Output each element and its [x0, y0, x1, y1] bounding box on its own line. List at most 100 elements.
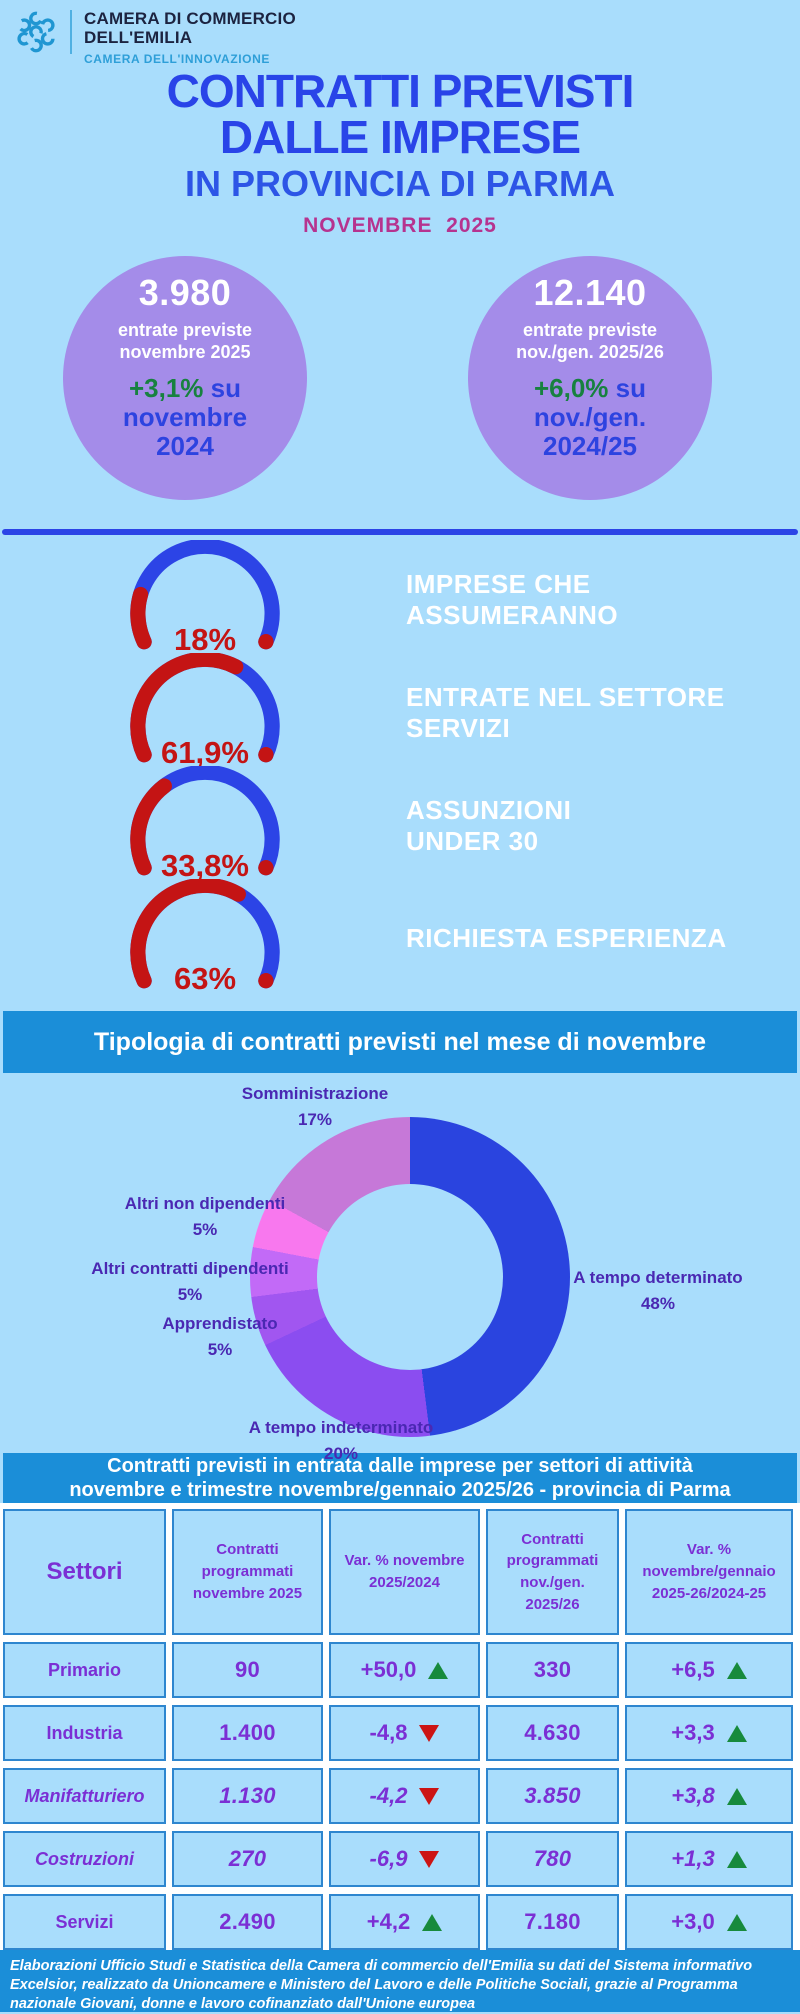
var-november: -6,9 — [329, 1831, 480, 1887]
pie-label-name: Altri contratti dipendenti — [91, 1259, 289, 1278]
page-title: CONTRATTI PREVISTI DALLE IMPRESE — [166, 65, 635, 163]
trend-arrow-icon — [419, 1850, 440, 1868]
contracts-november: 1.130 — [172, 1768, 323, 1824]
sector-name: Industria — [3, 1705, 166, 1761]
gauge-label: ENTRATE NEL SETTORE SERVIZI — [406, 681, 725, 743]
chamber-of-commerce-logo-icon — [17, 11, 55, 53]
var-quarter: +6,5 — [625, 1642, 793, 1698]
gauge-chart: 18% — [111, 540, 299, 658]
contracts-november: 1.400 — [172, 1705, 323, 1761]
pie-label-pct: 5% — [192, 1219, 218, 1239]
trend-arrow-icon — [726, 1913, 747, 1931]
page-header: CAMERA DI COMMERCIO DELL'EMILIA CAMERA D… — [0, 0, 800, 66]
gauge-row-esperienza: 63% RICHIESTA ESPERIENZA — [0, 879, 800, 997]
pie-label-pct: 48% — [640, 1293, 676, 1313]
pie-label-name: Apprendistato — [162, 1314, 278, 1333]
donut-chart — [250, 1117, 570, 1437]
gauge-value: 33,8% — [161, 847, 249, 883]
footer-credits: Elaborazioni Ufficio Studi e Statistica … — [0, 1950, 800, 2012]
pie-label-name: A tempo determinato — [573, 1268, 743, 1287]
stat-delta-suffix: su — [210, 373, 242, 404]
pie-label-pct: 5% — [207, 1339, 233, 1359]
pie-label-pct: 20% — [323, 1443, 359, 1463]
section-divider — [2, 529, 798, 535]
header-var-trimestre: Var. % novembre/gennaio 2025-26/2024-25 — [625, 1509, 793, 1635]
gauge-arc — [130, 766, 280, 876]
var-november: +50,0 — [329, 1642, 480, 1698]
trend-arrow-icon — [419, 1724, 440, 1742]
logo-divider — [70, 10, 72, 54]
gauge-row-servizi: 61,9% ENTRATE NEL SETTORE SERVIZI — [0, 653, 800, 771]
var-november: +4,2 — [329, 1894, 480, 1950]
header-contratti-trimestre: Contratti programmati nov./gen. 2025/26 — [486, 1509, 619, 1635]
gauge-row-under30: 33,8% ASSUNZIONI UNDER 30 — [0, 766, 800, 884]
var-november: -4,2 — [329, 1768, 480, 1824]
contracts-quarter: 4.630 — [486, 1705, 619, 1761]
stat-compare-period: novembre 2024 — [122, 401, 248, 461]
trend-arrow-icon — [726, 1724, 747, 1742]
pie-label-a-tempo-indeterminato: A tempo indeterminato 20% — [249, 1415, 434, 1466]
trend-arrow-icon — [419, 1787, 440, 1805]
stat-circle-november: 3.980 entrate previste novembre 2025 +3,… — [63, 256, 307, 500]
contracts-november: 90 — [172, 1642, 323, 1698]
pie-label-name: Altri non dipendenti — [124, 1194, 286, 1213]
contracts-november: 2.490 — [172, 1894, 323, 1950]
var-quarter: +1,3 — [625, 1831, 793, 1887]
sectors-table-grid: Settori Contratti programmati novembre 2… — [3, 1509, 797, 1950]
sector-name: Manifatturiero — [3, 1768, 166, 1824]
gauge-arc — [130, 540, 280, 650]
gauge-label: RICHIESTA ESPERIENZA — [406, 923, 727, 954]
stat-delta: +3,1% — [128, 373, 204, 404]
page-subtitle: IN PROVINCIA DI PARMA — [184, 163, 615, 204]
gauge-label: IMPRESE CHE ASSUMERANNO — [406, 568, 619, 630]
gauge-value: 18% — [173, 621, 237, 657]
table-section-title: Contratti previsti in entrata dalle impr… — [3, 1453, 797, 1503]
donut-section-title: Tipologia di contratti previsti nel mese… — [3, 1011, 797, 1073]
gauge-row-imprese: 18% IMPRESE CHE ASSUMERANNO — [0, 540, 800, 658]
sectors-table: Settori Contratti programmati novembre 2… — [0, 1503, 800, 1950]
header-settori: Settori — [3, 1509, 166, 1635]
pie-label-altri-contratti-dipendenti: Altri contratti dipendenti 5% — [91, 1256, 288, 1307]
sector-name: Costruzioni — [3, 1831, 166, 1887]
gauge-label: ASSUNZIONI UNDER 30 — [406, 794, 572, 856]
stat-value: 12.140 — [533, 272, 647, 313]
contracts-quarter: 3.850 — [486, 1768, 619, 1824]
pie-label-pct: 17% — [297, 1109, 333, 1129]
stat-delta: +6,0% — [533, 373, 609, 404]
var-quarter: +3,0 — [625, 1894, 793, 1950]
stat-value: 3.980 — [138, 272, 232, 313]
donut-hole — [317, 1184, 503, 1370]
trend-arrow-icon — [726, 1787, 747, 1805]
var-november: -4,8 — [329, 1705, 480, 1761]
pie-label-a-tempo-determinato: A tempo determinato 48% — [573, 1265, 742, 1316]
period-label: NOVEMBRE 2025 — [303, 214, 497, 237]
org-name: CAMERA DI COMMERCIO DELL'EMILIA — [84, 9, 296, 48]
gauge-chart: 63% — [111, 879, 299, 997]
contracts-quarter: 780 — [486, 1831, 619, 1887]
stat-caption: entrate previste nov./gen. 2025/26 — [516, 320, 664, 362]
sector-name: Servizi — [3, 1894, 166, 1950]
org-block: CAMERA DI COMMERCIO DELL'EMILIA CAMERA D… — [84, 8, 296, 66]
sector-name: Primario — [3, 1642, 166, 1698]
donut-chart-area: Somministrazione 17% Altri non dipendent… — [0, 1073, 800, 1463]
contracts-quarter: 7.180 — [486, 1894, 619, 1950]
contracts-quarter: 330 — [486, 1642, 619, 1698]
pie-label-somministrazione: Somministrazione 17% — [242, 1081, 388, 1132]
gauge-chart: 33,8% — [111, 766, 299, 884]
stat-delta-suffix: su — [615, 373, 647, 404]
gauge-chart: 61,9% — [111, 653, 299, 771]
var-quarter: +3,3 — [625, 1705, 793, 1761]
stat-circle-quarter: 12.140 entrate previste nov./gen. 2025/2… — [468, 256, 712, 500]
stat-delta-line: +6,0% su — [468, 374, 712, 403]
pie-label-name: A tempo indeterminato — [248, 1418, 434, 1437]
pie-label-apprendistato: Apprendistato 5% — [162, 1311, 277, 1362]
stat-compare-period: nov./gen. 2024/25 — [533, 401, 647, 461]
header-contratti-novembre: Contratti programmati novembre 2025 — [172, 1509, 323, 1635]
header-var-novembre: Var. % novembre 2025/2024 — [329, 1509, 480, 1635]
var-quarter: +3,8 — [625, 1768, 793, 1824]
stat-caption: entrate previste novembre 2025 — [117, 320, 253, 362]
trend-arrow-icon — [422, 1913, 443, 1931]
org-tagline: CAMERA DELL'INNOVAZIONE — [84, 52, 270, 67]
gauge-arc — [130, 879, 280, 989]
pie-label-altri-non-dipendenti: Altri non dipendenti 5% — [125, 1191, 286, 1242]
